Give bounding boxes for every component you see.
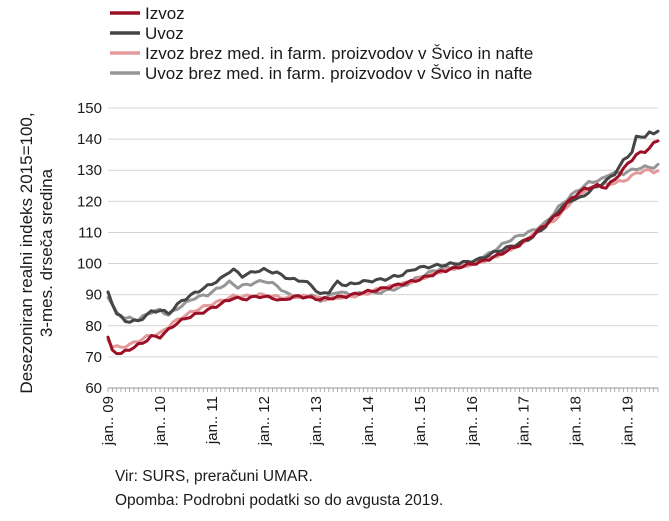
- y-tick-label: 120: [77, 193, 102, 210]
- y-tick-label: 110: [78, 224, 102, 241]
- y-axis-title-line: Desezoniran realni indeks 2015=100,: [17, 112, 36, 393]
- y-tick-label: 70: [85, 349, 102, 366]
- x-tick-label: jan.. 09: [100, 396, 117, 446]
- y-tick-label: 150: [77, 100, 102, 117]
- x-tick-label: jan.. 18: [568, 396, 585, 446]
- y-axis-ticks: 60 70 80 90 100 110 120 130 140 150: [77, 100, 102, 397]
- y-tick-label: 140: [77, 131, 102, 148]
- x-tick-label: jan.. 12: [256, 396, 273, 446]
- y-tick-label: 80: [85, 318, 102, 335]
- y-axis-title-line: 3-mes. drseča sredina: [37, 168, 56, 337]
- source-note: Vir: SURS, preračuni UMAR.: [115, 468, 313, 485]
- legend-label: Izvoz brez med. in farm. proizvodov v Šv…: [145, 44, 533, 63]
- y-tick-label: 60: [85, 380, 102, 397]
- x-tick-label: jan.. 14: [360, 396, 377, 446]
- y-tick-label: 90: [85, 287, 102, 304]
- y-tick-label: 130: [77, 162, 102, 179]
- x-axis-ticks: jan.. 09 jan.. 10 jan.. 11 jan.. 12 jan.. 13…: [100, 388, 659, 446]
- series-line-3: [106, 162, 660, 323]
- legend-label: Uvoz: [145, 24, 184, 43]
- x-tick-label: jan.. 16: [464, 396, 481, 446]
- remark-note: Opomba: Podrobni podatki so do avgusta 2…: [115, 492, 444, 509]
- series-lines: [106, 129, 660, 356]
- x-tick-label: jan.. 10: [152, 396, 169, 446]
- y-axis-title: Desezoniran realni indeks 2015=100,3-mes…: [17, 112, 56, 393]
- y-tick-label: 100: [77, 256, 102, 273]
- x-tick-label: jan.. 17: [516, 396, 533, 446]
- x-tick-label: jan.. 13: [308, 396, 325, 446]
- x-tick-label: jan.. 19: [620, 396, 637, 446]
- x-tick-label: jan.. 15: [412, 396, 429, 446]
- series-line-2: [106, 168, 660, 349]
- gridlines: [108, 107, 658, 358]
- legend-label: Izvoz: [145, 4, 185, 23]
- x-tick-label: jan.. 11: [204, 396, 221, 445]
- series-line-0: [106, 139, 660, 356]
- legend-label: Uvoz brez med. in farm. proizvodov v Švi…: [145, 64, 532, 83]
